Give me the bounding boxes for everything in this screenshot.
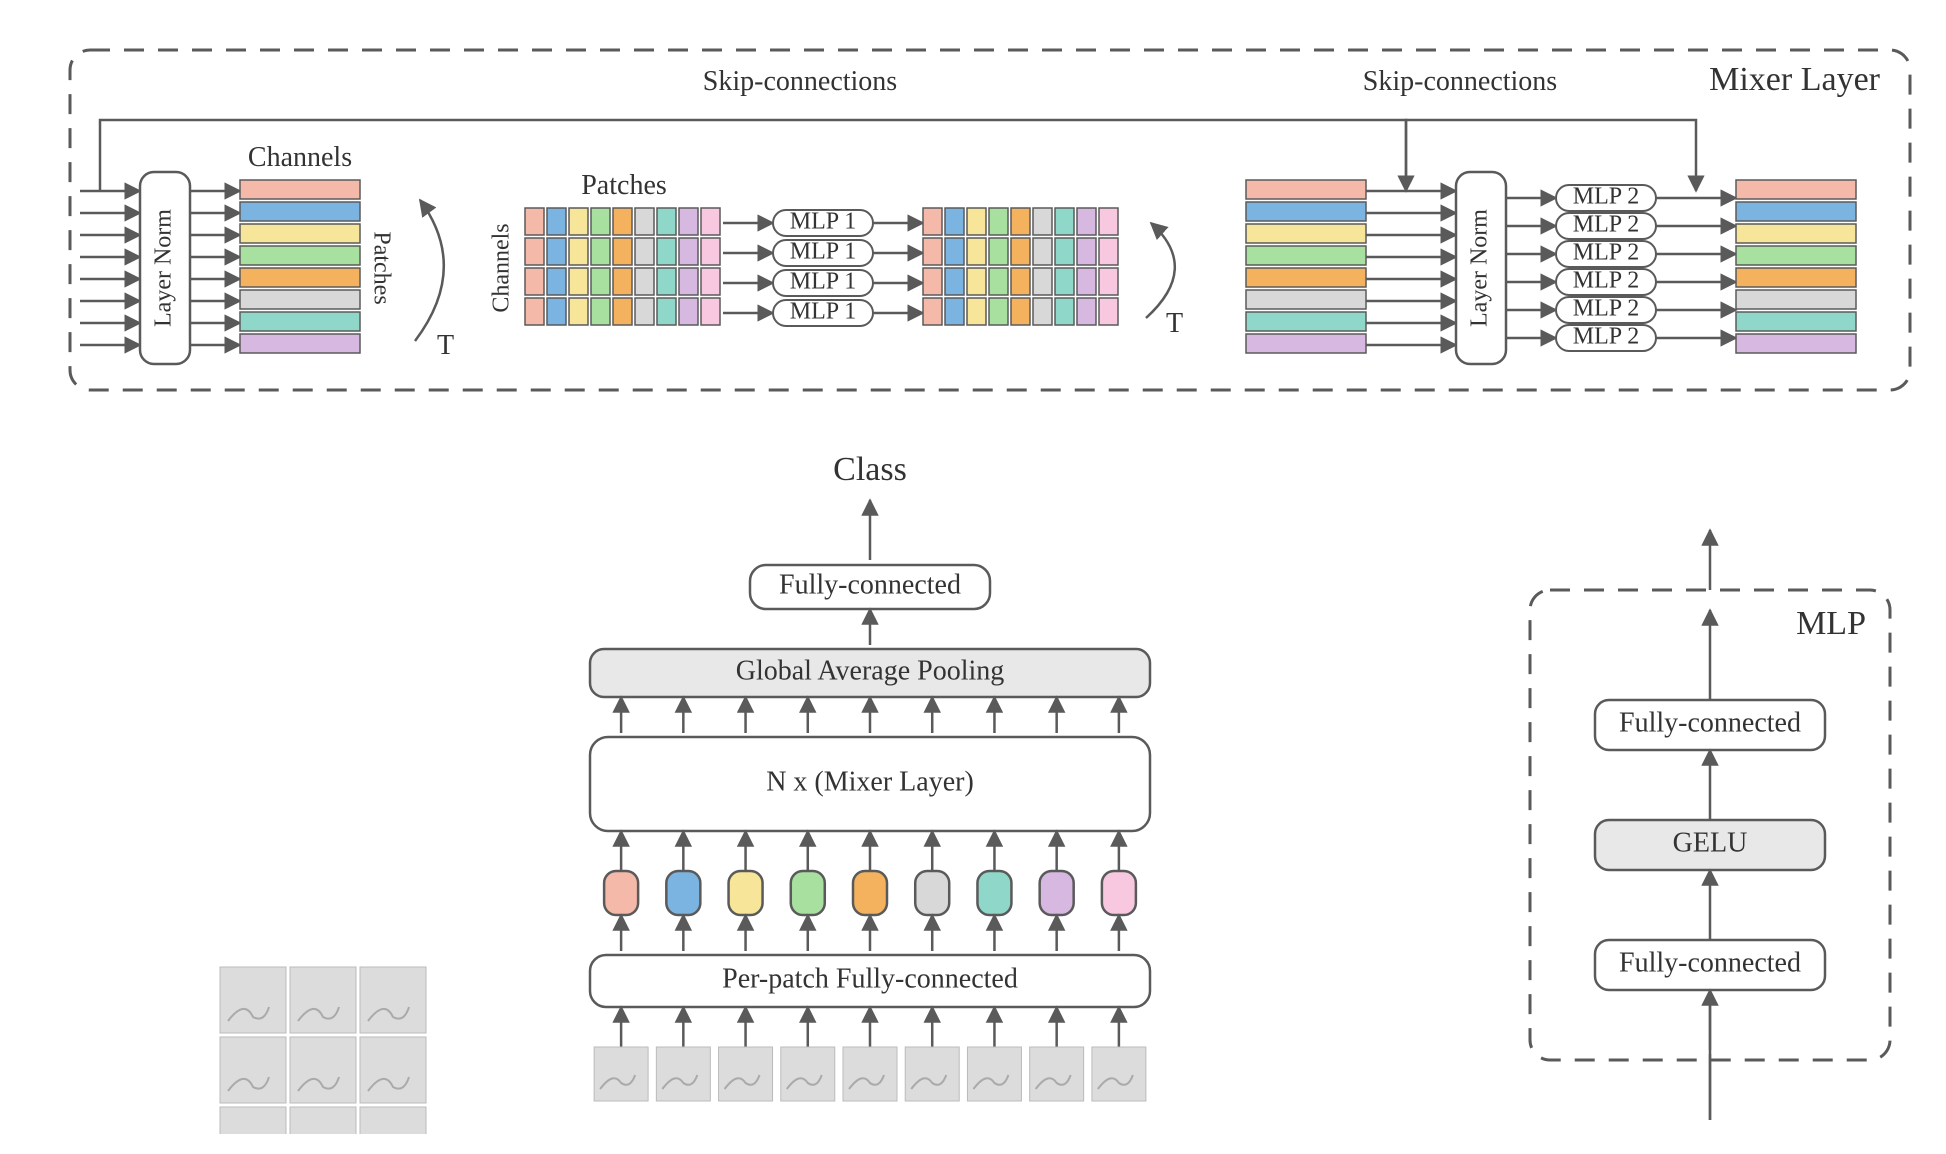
channels-label-2: Channels: [489, 223, 515, 312]
image-grid-tile: [290, 1037, 356, 1103]
svg-text:MLP 1: MLP 1: [790, 269, 856, 295]
image-grid-tile: [220, 967, 286, 1033]
head-fc-label: Fully-connected: [779, 569, 961, 600]
image-grid-tile: [220, 1037, 286, 1103]
patch-tile: [719, 1047, 773, 1101]
architecture-diagram: Mixer Layer Skip-connections Skip-connecti…: [20, 20, 1946, 1134]
svg-text:MLP 2: MLP 2: [1573, 184, 1639, 210]
layer-norm-2-label: Layer Norm: [1467, 209, 1493, 327]
patches-label-1: Patches: [368, 231, 394, 304]
token-pill: [977, 871, 1011, 915]
patches-label-2: Patches: [581, 170, 667, 201]
svg-text:MLP 2: MLP 2: [1573, 240, 1639, 266]
patch-tile: [656, 1047, 710, 1101]
skip-label-1: Skip-connections: [703, 66, 897, 97]
image-grid-tile: [360, 1107, 426, 1134]
svg-text:MLP 1: MLP 1: [790, 239, 856, 265]
patch-tile: [967, 1047, 1021, 1101]
per-patch-fc-label: Per-patch Fully-connected: [722, 963, 1018, 994]
image-grid-tile: [290, 1107, 356, 1134]
token-pill: [604, 871, 638, 915]
transpose-2: T: [1166, 308, 1183, 339]
patch-tile: [905, 1047, 959, 1101]
mixer-layer-title: Mixer Layer: [1709, 61, 1881, 98]
svg-text:MLP 1: MLP 1: [790, 299, 856, 325]
mlp-fc-top-label: Fully-connected: [1619, 707, 1801, 738]
skip-label-2: Skip-connections: [1363, 66, 1557, 97]
token-pill: [1102, 871, 1136, 915]
svg-text:MLP 2: MLP 2: [1573, 212, 1639, 238]
svg-text:MLP 1: MLP 1: [790, 209, 856, 235]
token-pill: [853, 871, 887, 915]
mlp-gelu-label: GELU: [1673, 827, 1748, 858]
token-pill: [791, 871, 825, 915]
token-pill: [729, 871, 763, 915]
token-pill: [915, 871, 949, 915]
class-label: Class: [833, 451, 907, 488]
image-grid-tile: [360, 1037, 426, 1103]
svg-text:MLP 2: MLP 2: [1573, 324, 1639, 350]
skip-connection-2: [1406, 120, 1696, 191]
channels-label-1: Channels: [248, 142, 352, 173]
svg-text:MLP 2: MLP 2: [1573, 268, 1639, 294]
patch-tile: [843, 1047, 897, 1101]
patch-tile: [1092, 1047, 1146, 1101]
image-grid-tile: [360, 967, 426, 1033]
mlp-title: MLP: [1796, 605, 1866, 642]
layer-norm-1-label: Layer Norm: [151, 209, 177, 327]
mixer-stack-label: N x (Mixer Layer): [766, 766, 974, 797]
transpose-1: T: [437, 330, 454, 361]
patch-tile: [594, 1047, 648, 1101]
token-pill: [666, 871, 700, 915]
mlp-fc-bottom-label: Fully-connected: [1619, 947, 1801, 978]
patch-tile: [781, 1047, 835, 1101]
svg-text:MLP 2: MLP 2: [1573, 296, 1639, 322]
gap-label: Global Average Pooling: [736, 655, 1005, 686]
image-grid-tile: [290, 967, 356, 1033]
token-pill: [1040, 871, 1074, 915]
patch-tile: [1030, 1047, 1084, 1101]
image-grid-tile: [220, 1107, 286, 1134]
